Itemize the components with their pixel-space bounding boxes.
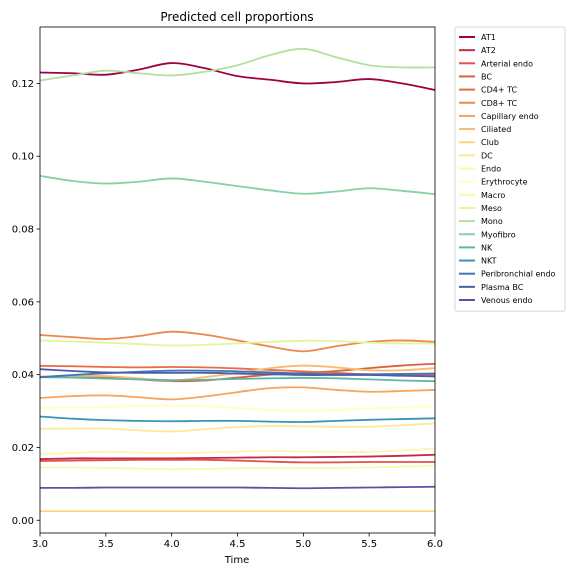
x-tick-label: 3.0 bbox=[32, 539, 48, 550]
legend-label-peribronchial-endo: Peribronchial endo bbox=[481, 270, 556, 279]
legend: AT1 AT2 Arterial endo BC CD4+ TC CD8+ TC Capil… bbox=[454, 26, 566, 312]
legend-label-meso: Meso bbox=[481, 204, 502, 213]
x-axis-title: Time bbox=[224, 555, 249, 566]
series-line-arterial-endo bbox=[40, 458, 435, 464]
series-line-meso bbox=[40, 339, 435, 347]
series-line-erythrocyte bbox=[40, 404, 435, 412]
legend-label-capillary-endo: Capillary endo bbox=[481, 112, 539, 121]
legend-label-dc: DC bbox=[481, 151, 493, 160]
legend-label-myofibro: Myofibro bbox=[481, 230, 516, 239]
x-tick-label: 5.0 bbox=[295, 539, 311, 550]
y-axis: 0.00 0.02 0.04 0.06 0.08 0.10 0.12 bbox=[12, 79, 40, 527]
legend-label-arterial-endo: Arterial endo bbox=[481, 59, 533, 68]
x-axis: 3.0 3.5 4.0 4.5 5.0 5.5 6.0 bbox=[32, 533, 443, 550]
series-line-at1 bbox=[40, 62, 435, 91]
legend-label-cd4-tc: CD4+ TC bbox=[481, 86, 518, 95]
legend-label-at2: AT2 bbox=[481, 46, 496, 55]
legend-label-macro: Macro bbox=[481, 191, 505, 200]
legend-label-club: Club bbox=[481, 138, 499, 147]
series-line-plasma-bc bbox=[40, 368, 435, 378]
series-line-nkt bbox=[40, 415, 435, 423]
legend-label-nkt: NKT bbox=[481, 257, 497, 266]
series-line-capillary-endo bbox=[40, 386, 435, 401]
legend-label-ciliated: Ciliated bbox=[481, 125, 511, 134]
y-tick-label: 0.00 bbox=[12, 516, 34, 527]
legend-label-mono: Mono bbox=[481, 217, 503, 226]
legend-box bbox=[454, 26, 566, 312]
legend-label-erythrocyte: Erythrocyte bbox=[481, 178, 528, 187]
series-line-endo bbox=[40, 447, 435, 455]
y-tick-label: 0.02 bbox=[12, 443, 34, 454]
x-tick-label: 4.0 bbox=[164, 539, 180, 550]
series-line-venous-endo bbox=[40, 485, 435, 490]
legend-label-plasma-bc: Plasma BC bbox=[481, 283, 524, 292]
series-line-macro bbox=[40, 464, 435, 471]
x-tick-label: 5.5 bbox=[361, 539, 377, 550]
y-tick-label: 0.04 bbox=[12, 370, 34, 381]
series-line-at2 bbox=[40, 453, 435, 460]
legend-label-nk: NK bbox=[481, 243, 493, 252]
legend-label-bc: BC bbox=[481, 72, 492, 81]
series-line-bc bbox=[40, 362, 435, 383]
legend-label-endo: Endo bbox=[481, 165, 501, 174]
plot-area bbox=[39, 26, 436, 534]
x-tick-label: 4.5 bbox=[230, 539, 246, 550]
series-line-mono bbox=[40, 47, 435, 82]
y-tick-label: 0.08 bbox=[12, 225, 34, 236]
legend-label-cd8-tc: CD8+ TC bbox=[481, 99, 518, 108]
series-line-nk bbox=[40, 376, 435, 383]
series-line-dc bbox=[40, 422, 435, 433]
legend-label-at1: AT1 bbox=[481, 33, 496, 42]
y-tick-label: 0.10 bbox=[12, 152, 34, 163]
legend-label-venous-endo: Venous endo bbox=[481, 296, 533, 305]
y-tick-label: 0.12 bbox=[12, 79, 34, 90]
x-tick-label: 6.0 bbox=[427, 539, 443, 550]
x-tick-label: 3.5 bbox=[98, 539, 114, 550]
y-tick-label: 0.06 bbox=[12, 297, 34, 308]
chart-title: Predicted cell proportions bbox=[160, 10, 313, 24]
series-lines bbox=[40, 47, 435, 513]
series-line-myofibro bbox=[40, 175, 435, 195]
